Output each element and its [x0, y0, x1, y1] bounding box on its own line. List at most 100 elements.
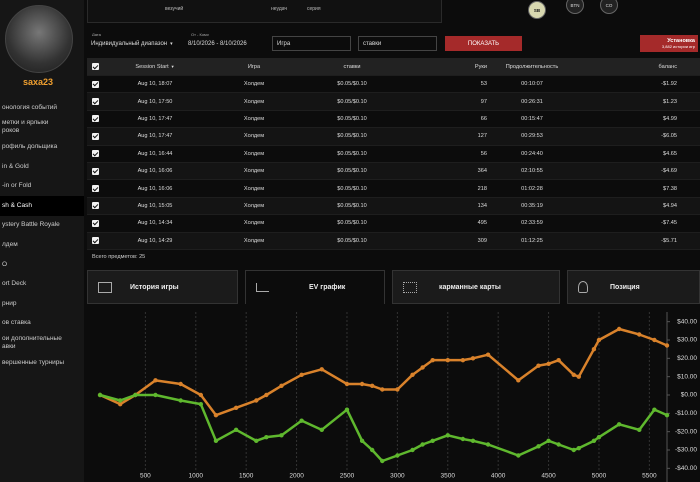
tab-label: История игры	[130, 283, 179, 291]
position-button[interactable]: SB	[528, 1, 546, 19]
checkbox[interactable]	[92, 132, 99, 140]
series-point	[344, 407, 350, 412]
checkbox[interactable]	[92, 98, 99, 106]
x-tick-label: 3500	[441, 473, 456, 480]
header-cell: Руки	[401, 64, 487, 70]
menu: онология событий метки и ярлыки роков рофи…	[0, 98, 84, 372]
series-point	[536, 363, 541, 368]
series-point	[117, 398, 123, 403]
game-select[interactable]: Игра	[272, 36, 351, 51]
menu-item[interactable]: sh & Cash	[0, 195, 84, 216]
cell: Aug 10, 16:44	[137, 150, 173, 157]
cell: Aug 10, 17:47	[137, 115, 173, 122]
ev-chart: 500 1000 1500 2000 2500 3000 3500 4000 4500 5000 5…	[87, 312, 700, 482]
series-point	[556, 442, 561, 447]
tab-label: карманные карты	[439, 283, 501, 291]
select-text: Индивидуальный диапазон	[91, 40, 168, 47]
series-point	[359, 381, 365, 387]
cell: $0.05/$0.10	[337, 185, 367, 192]
stakes-select[interactable]: ставки	[358, 36, 437, 51]
cell: 56	[480, 150, 487, 157]
cell: $0.05/$0.10	[337, 202, 367, 209]
header-cell: Session Start ▼	[105, 64, 205, 70]
menu-item[interactable]: O	[2, 260, 8, 268]
menu-item[interactable]: in & Gold	[2, 162, 29, 170]
table-row: Aug 10, 17:47 Холдем $0.05/$0.10 66 00:15:47…	[87, 111, 700, 129]
checkbox[interactable]	[92, 115, 99, 123]
cell: 127	[477, 133, 487, 140]
caret: ▾	[170, 40, 173, 47]
tab[interactable]: Позиция	[567, 270, 700, 304]
show-button[interactable]: ПОКАЗАТЬ	[445, 36, 522, 51]
table-row: Aug 10, 15:05 Холдем $0.05/$0.10 134 00:35:1…	[87, 197, 700, 216]
y-tick-label: $40.00	[677, 318, 697, 325]
install-button[interactable]: Установка 3,882 истории игр	[640, 35, 698, 52]
cell: $0.05/$0.10	[337, 168, 367, 175]
series-point	[637, 332, 642, 337]
series-point	[536, 444, 541, 449]
position-button[interactable]: CO	[600, 0, 618, 14]
menu-item[interactable]: ов ставка	[2, 319, 31, 327]
series-point	[178, 398, 183, 403]
cell: Холдем	[243, 133, 265, 140]
menu-item[interactable]: рнир	[2, 299, 17, 307]
stat-label: неудач	[271, 6, 288, 12]
menu-item[interactable]: -in or Fold	[2, 182, 32, 190]
header-cell: ставки	[303, 64, 401, 70]
filter-label: Дата	[92, 32, 101, 37]
series-point	[430, 357, 435, 363]
tab[interactable]: История игры	[87, 270, 238, 304]
checkbox[interactable]	[92, 202, 99, 210]
menu-item[interactable]: онология событий	[2, 103, 58, 111]
checkbox[interactable]	[92, 80, 99, 88]
cell: -$1.92	[661, 81, 677, 88]
series-point	[395, 453, 400, 458]
cell: 00:26:31	[521, 98, 543, 105]
series-point	[254, 398, 259, 403]
cell: Aug 10, 14:29	[137, 237, 173, 244]
menu-item[interactable]: ort Deck	[2, 280, 27, 288]
menu-item[interactable]: рофиль дольщика	[2, 142, 58, 150]
range-select[interactable]: Индивидуальный диапазон ▾	[87, 36, 177, 51]
series-point	[460, 436, 466, 442]
series-point	[198, 392, 204, 398]
series-point	[213, 412, 219, 418]
date-input[interactable]: 8/10/2026 - 8/10/2026	[184, 36, 264, 51]
menu-item[interactable]: ои дополнительные авки	[2, 334, 62, 350]
cell: Aug 10, 18:07	[137, 81, 173, 88]
cell: $0.05/$0.10	[337, 115, 367, 122]
series-point	[571, 372, 576, 378]
series-point	[178, 381, 183, 387]
cell: 01:12:25	[521, 237, 543, 244]
series-point	[254, 438, 259, 444]
menu-item[interactable]: лдем	[2, 240, 18, 248]
menu-item[interactable]: вершенные турниры	[2, 358, 65, 366]
checkbox[interactable]	[92, 150, 99, 158]
series-point	[664, 343, 670, 348]
header-text: Игра	[247, 63, 261, 70]
checkbox[interactable]	[92, 167, 99, 175]
y-tick-label: -$10.00	[675, 410, 697, 417]
date-text: 8/10/2026 - 8/10/2026	[188, 40, 247, 47]
table-row: Aug 10, 17:47 Холдем $0.05/$0.10 127 00:29:5…	[87, 128, 700, 146]
series-point	[233, 405, 239, 411]
menu-item[interactable]: метки и ярлыки роков	[2, 119, 49, 135]
cell: 66	[480, 115, 487, 122]
cell: $4.99	[663, 115, 677, 122]
checkbox[interactable]	[92, 219, 99, 227]
cell: -$4.69	[661, 168, 677, 175]
checkbox[interactable]	[92, 237, 99, 245]
menu-item[interactable]: ystery Battle Royale	[2, 221, 60, 229]
tab[interactable]: EV график	[245, 270, 385, 304]
sidebar: saxa23 онология событий метки и ярлыки ро…	[0, 0, 84, 482]
table-header: Session Start ▼ Игра ставки Руки Продолжитель…	[87, 58, 700, 76]
cell: Холдем	[243, 220, 265, 227]
cell: -$5.71	[661, 237, 677, 244]
series-point	[556, 357, 561, 363]
position-button[interactable]: BTN	[566, 0, 584, 14]
tab[interactable]: карманные карты	[392, 270, 560, 304]
cell: Холдем	[243, 185, 265, 192]
checkbox[interactable]	[92, 185, 99, 193]
install-title: Установка	[667, 38, 695, 44]
cell: Холдем	[243, 168, 265, 175]
